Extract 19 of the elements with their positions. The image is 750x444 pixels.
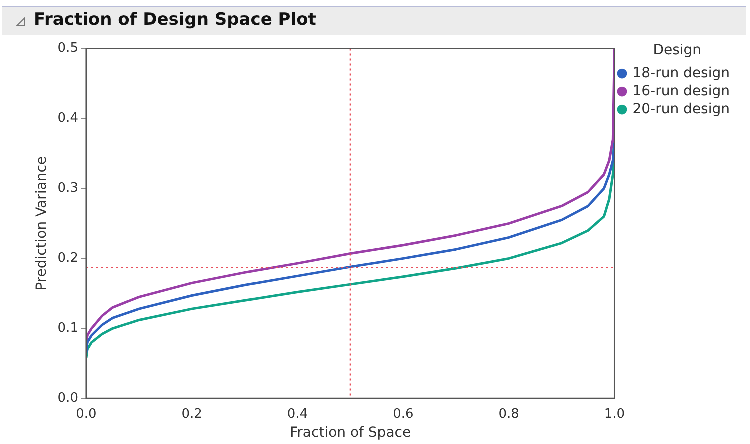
- x-tick-label: 0.4: [287, 406, 308, 422]
- y-tick-label: 0.5: [58, 41, 78, 56]
- y-tick-label: 0.4: [58, 111, 78, 126]
- legend-title: Design: [653, 42, 702, 59]
- x-tick-label: 0.2: [182, 406, 202, 422]
- y-tick-label: 0.0: [58, 390, 78, 406]
- y-tick-label: 0.3: [58, 181, 78, 196]
- x-tick-label: 0.0: [76, 406, 97, 422]
- y-axis-title: Prediction Variance: [34, 156, 50, 291]
- x-axis-title: Fraction of Space: [290, 425, 412, 442]
- y-tick-label: 0.1: [58, 321, 78, 336]
- x-tick-label: 1.0: [604, 406, 626, 422]
- legend-label: 16-run design: [632, 83, 730, 100]
- legend-label: 20-run design: [632, 101, 730, 118]
- y-tick-label: 0.2: [58, 251, 78, 266]
- x-tick-label: 0.6: [393, 406, 414, 422]
- legend-label: 18-run design: [632, 65, 730, 82]
- x-tick-label: 0.8: [498, 406, 520, 422]
- chart-title: Fraction of Design Space Plot: [34, 10, 316, 30]
